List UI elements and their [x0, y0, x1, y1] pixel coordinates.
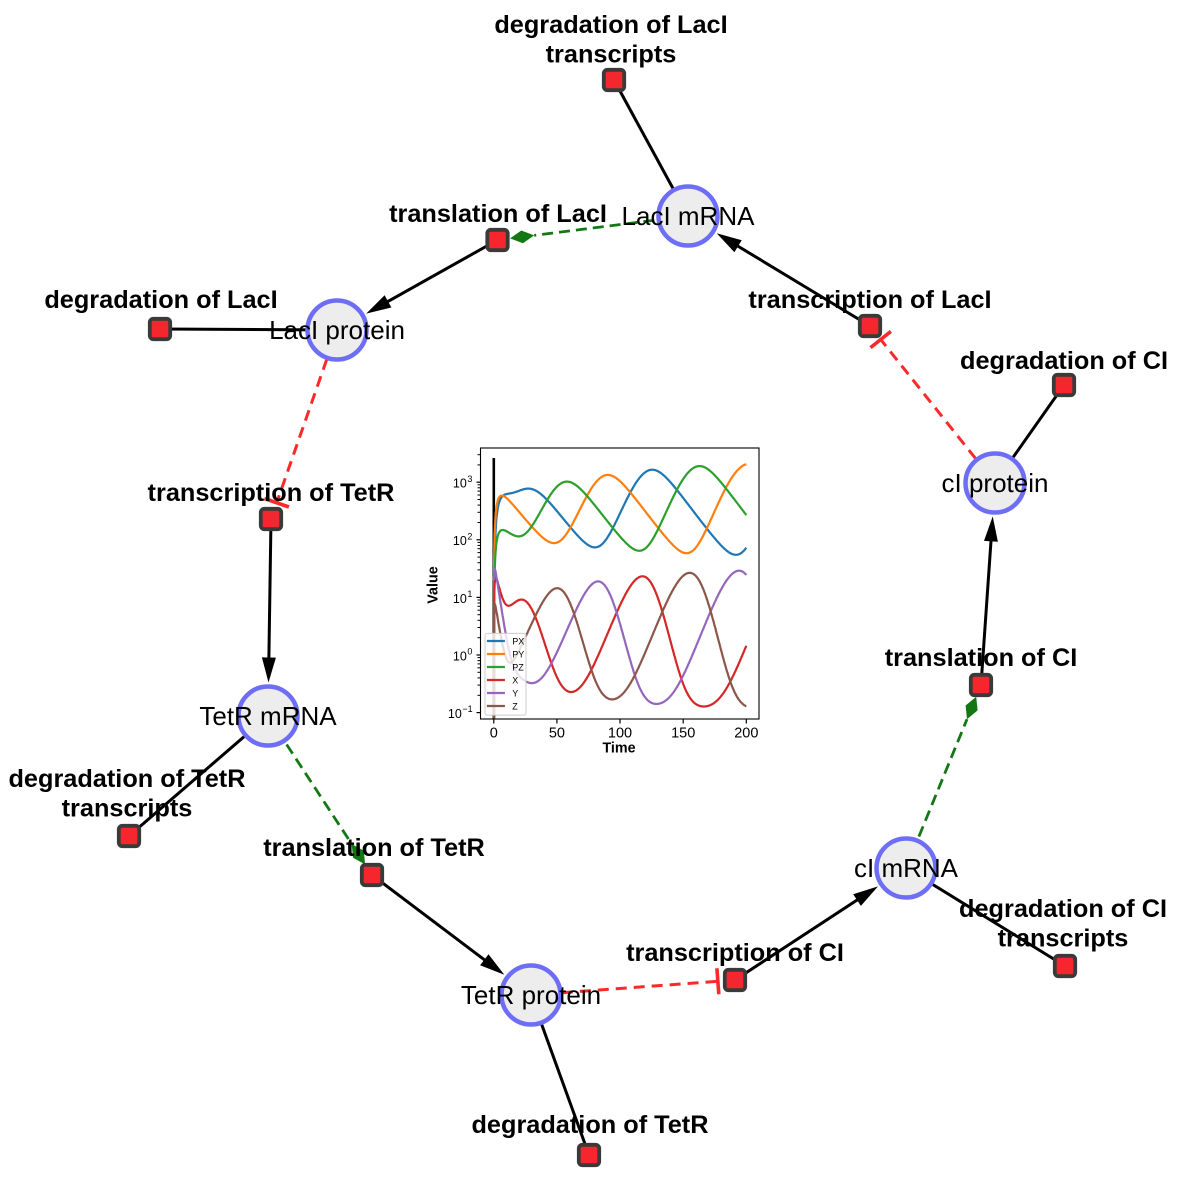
svg-text:PZ: PZ	[512, 662, 524, 672]
svg-text:2: 2	[467, 531, 472, 541]
svg-text:degradation of CI: degradation of CI	[959, 895, 1167, 923]
svg-text:150: 150	[671, 726, 695, 742]
svg-text:degradation of TetR: degradation of TetR	[471, 1111, 708, 1139]
svg-text:Y: Y	[512, 688, 518, 698]
svg-text:PY: PY	[512, 649, 524, 659]
svg-text:transcripts: transcripts	[546, 41, 677, 69]
svg-text:degradation of LacI: degradation of LacI	[44, 286, 277, 314]
svg-text:10: 10	[453, 477, 467, 491]
svg-text:200: 200	[734, 726, 758, 742]
svg-text:10: 10	[453, 592, 467, 606]
svg-text:translation of CI: translation of CI	[885, 644, 1078, 672]
svg-text:3: 3	[467, 474, 472, 484]
svg-text:translation of TetR: translation of TetR	[263, 834, 485, 862]
svg-text:transcripts: transcripts	[62, 795, 193, 823]
svg-text:TetR mRNA: TetR mRNA	[199, 701, 337, 731]
svg-text:LacI mRNA: LacI mRNA	[622, 201, 756, 231]
svg-text:LacI protein: LacI protein	[269, 315, 405, 345]
svg-text:10: 10	[448, 707, 462, 721]
svg-text:transcription of TetR: transcription of TetR	[148, 479, 395, 507]
svg-text:cI protein: cI protein	[942, 468, 1049, 498]
svg-text:TetR protein: TetR protein	[461, 980, 601, 1010]
svg-text:50: 50	[549, 726, 565, 742]
svg-text:1: 1	[467, 589, 472, 599]
svg-text:100: 100	[608, 726, 632, 742]
svg-text:−1: −1	[462, 704, 472, 714]
svg-text:degradation of LacI: degradation of LacI	[494, 11, 727, 39]
svg-text:degradation of TetR: degradation of TetR	[8, 765, 245, 793]
svg-text:Z: Z	[512, 701, 518, 711]
svg-text:transcription of CI: transcription of CI	[626, 939, 844, 967]
svg-text:10: 10	[453, 649, 467, 663]
svg-text:translation of LacI: translation of LacI	[389, 200, 607, 228]
svg-text:cI mRNA: cI mRNA	[854, 853, 959, 883]
svg-text:Time: Time	[602, 741, 635, 757]
svg-text:10: 10	[453, 534, 467, 548]
svg-text:PX: PX	[512, 636, 524, 646]
svg-text:transcripts: transcripts	[998, 925, 1129, 953]
svg-text:0: 0	[467, 647, 472, 657]
svg-text:transcription of LacI: transcription of LacI	[748, 286, 991, 314]
svg-text:degradation of CI: degradation of CI	[960, 347, 1168, 375]
svg-text:X: X	[512, 675, 518, 685]
svg-text:0: 0	[490, 726, 498, 742]
svg-text:Value: Value	[426, 566, 442, 603]
